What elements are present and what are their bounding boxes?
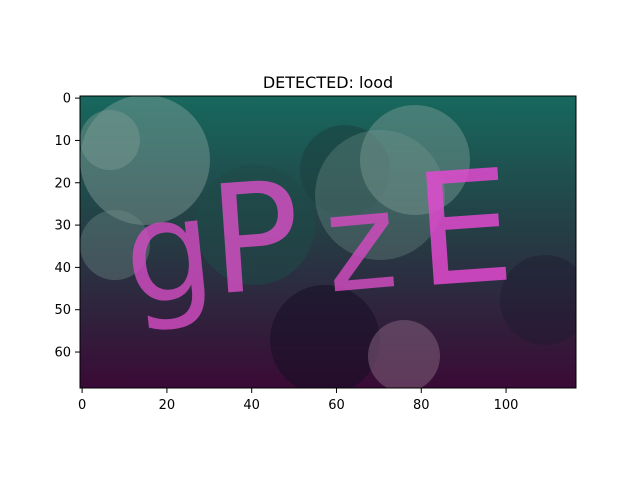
plot-title: DETECTED: lood [263,73,393,92]
x-tick-label: 0 [78,398,86,413]
y-tick-label: 0 [63,92,71,107]
letter-p: P [204,149,306,329]
letter-e: E [409,135,519,322]
y-axis: 0 10 20 30 40 50 60 [54,92,80,361]
y-tick-label: 40 [54,261,71,276]
x-tick-label: 60 [328,398,345,413]
y-tick-label: 50 [54,303,71,318]
y-tick-label: 10 [54,134,71,149]
bg-circle [80,110,140,170]
y-tick-label: 20 [54,176,71,191]
y-tick-label: 60 [54,346,71,361]
captcha-image: g P z E [80,95,590,395]
x-tick-label: 20 [159,398,176,413]
y-tick-label: 30 [54,219,71,234]
x-tick-label: 40 [243,398,260,413]
letter-z: z [318,161,402,324]
x-tick-label: 100 [494,398,519,413]
letter-g: g [116,167,221,338]
x-axis: 0 20 40 60 80 100 [78,388,518,413]
x-tick-label: 80 [413,398,430,413]
bg-circle [368,320,440,392]
